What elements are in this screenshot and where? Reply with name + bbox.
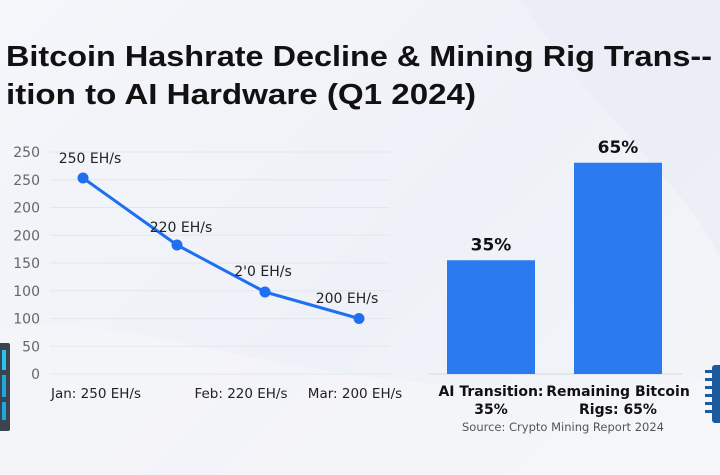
point-label: 200 EH/s — [316, 291, 379, 307]
bar-category-label: Rigs: 65% — [579, 402, 657, 418]
series-line — [82, 176, 360, 320]
y-tick-label: 100 — [13, 284, 40, 300]
data-point — [353, 313, 365, 324]
source-note: Source: Crypto Mining Report 2024 — [462, 420, 664, 434]
x-tick-label: Mar: 200 EH/s — [308, 386, 402, 402]
bar-category-label: Remaining Bitcoin — [546, 384, 690, 400]
y-tick-label: 250 — [13, 145, 40, 161]
bar-value-label: 65% — [598, 138, 639, 158]
point-label: 2'0 EH/s — [234, 264, 292, 280]
x-tick-label: Feb: 220 EH/s — [194, 386, 287, 402]
y-tick-label: 250 — [13, 173, 40, 189]
line-chart: 0 50 100 100 150 200 200 250 250 250 EH/s 220 EH/s… — [13, 145, 402, 402]
y-tick-label: 100 — [13, 312, 40, 328]
y-tick-label: 50 — [22, 339, 40, 355]
chip-icon — [705, 365, 720, 423]
y-tick-label: 200 — [13, 201, 40, 217]
background-swoosh — [0, 325, 720, 475]
bar-category-label: 35% — [474, 402, 508, 418]
y-tick-label: 200 — [13, 228, 40, 244]
data-point — [171, 239, 183, 251]
point-label: 220 EH/s — [150, 220, 213, 236]
chart-title-line-1: Bitcoin Hashrate Decline & Mining Rig Tr… — [6, 41, 712, 73]
server-rack-icon — [0, 343, 10, 431]
data-point — [77, 172, 89, 184]
bar — [574, 162, 662, 374]
background-swoosh — [520, 0, 720, 260]
data-point — [259, 286, 271, 298]
bar-chart: 35% AI Transition: 35% 65% Remaining Bitcoin… — [428, 138, 690, 418]
chart-title-line-2: ition to AI Hardware (Q1 2024) — [6, 79, 476, 111]
y-tick-label: 150 — [13, 256, 40, 272]
point-label: 250 EH/s — [59, 151, 122, 167]
bar-value-label: 35% — [471, 235, 512, 255]
bar — [447, 260, 535, 374]
bar-category-label: AI Transition: — [438, 384, 543, 400]
x-tick-label: Jan: 250 EH/s — [50, 386, 141, 402]
y-tick-label: 0 — [31, 367, 40, 383]
